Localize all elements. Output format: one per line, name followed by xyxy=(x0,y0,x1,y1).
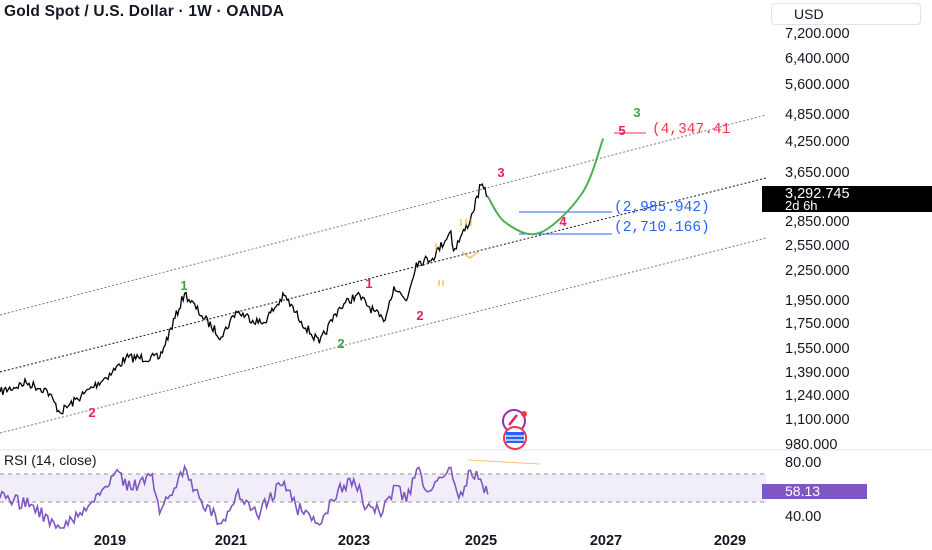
wave-label-green-3: 3 xyxy=(633,105,640,120)
last-price-value: 3,292.745 xyxy=(785,186,850,202)
price-axis-label: 1,750.000 xyxy=(785,316,850,332)
wave-label-green-2: 2 xyxy=(337,336,344,351)
time-axis-label: 2019 xyxy=(94,533,126,549)
time-axis-label: 2021 xyxy=(215,533,247,549)
time-axis-label: 2025 xyxy=(465,533,497,549)
rsi-value-tag: 58.13 xyxy=(762,483,867,499)
wave-label-red-3: 3 xyxy=(497,165,504,180)
price-axis-label: 4,250.000 xyxy=(785,134,850,150)
wave-label-red-5: 5 xyxy=(618,123,625,138)
channel-lower-line xyxy=(0,237,767,434)
event-icon-flag[interactable] xyxy=(503,426,527,450)
price-axis-label: 2,850.000 xyxy=(785,214,850,230)
time-axis-label: 2027 xyxy=(590,533,622,549)
rsi-axis[interactable]: 80.00 40.00 xyxy=(785,455,821,525)
wave-label-red-2-low: 2 xyxy=(88,405,95,420)
last-price-tag: 3,292.745 2d 6h xyxy=(762,186,932,213)
price-axis-label: 4,850.000 xyxy=(785,107,850,123)
rsi-value: 58.13 xyxy=(785,483,820,499)
rsi-axis-label: 40.00 xyxy=(785,509,821,525)
level-lower-label: (2,710.166) xyxy=(614,220,710,236)
rsi-divergence-line xyxy=(467,459,541,465)
price-axis-label: 7,200.000 xyxy=(785,26,850,42)
price-axis-label: 1,950.000 xyxy=(785,293,850,309)
time-axis-label: 2029 xyxy=(714,533,746,549)
wave-label-green-1: 1 xyxy=(180,278,187,293)
bar-countdown: 2d 6h xyxy=(785,198,818,213)
target-price-label: (4,347.41 xyxy=(652,122,730,138)
price-axis[interactable]: 7,200.000 6,400.000 5,600.000 4,850.000 … xyxy=(785,26,850,453)
price-axis-label: 5,600.000 xyxy=(785,77,850,93)
rsi-series xyxy=(0,463,489,530)
time-axis-label: 2023 xyxy=(338,533,370,549)
rsi-band xyxy=(0,474,766,502)
price-axis-label: 6,400.000 xyxy=(785,51,850,67)
fractal-markers xyxy=(435,219,479,286)
price-axis-label: 2,550.000 xyxy=(785,238,850,254)
price-axis-label: 3,650.000 xyxy=(785,165,850,181)
price-axis-label: 980.000 xyxy=(785,437,837,453)
time-axis[interactable]: 2019 2021 2023 2025 2027 2029 xyxy=(94,533,746,549)
currency-selector[interactable]: USD xyxy=(771,3,921,25)
chart-title: Gold Spot / U.S. Dollar · 1W · OANDA xyxy=(4,3,285,20)
level-upper-label: (2,985.942) xyxy=(614,200,710,216)
rsi-axis-label: 80.00 xyxy=(785,455,821,471)
projection-curve xyxy=(486,138,605,236)
price-axis-label: 1,550.000 xyxy=(785,341,850,357)
price-series xyxy=(0,182,489,415)
wave-label-red-2: 2 xyxy=(416,308,423,323)
price-axis-label: 2,250.000 xyxy=(785,263,850,279)
price-axis-label: 1,240.000 xyxy=(785,388,850,404)
rsi-title: RSI (14, close) xyxy=(4,452,97,468)
wave-label-red-4: 4 xyxy=(559,214,567,229)
wave-label-red-1: 1 xyxy=(365,276,372,291)
price-axis-label: 1,100.000 xyxy=(785,412,850,428)
price-axis-label: 1,390.000 xyxy=(785,365,850,381)
